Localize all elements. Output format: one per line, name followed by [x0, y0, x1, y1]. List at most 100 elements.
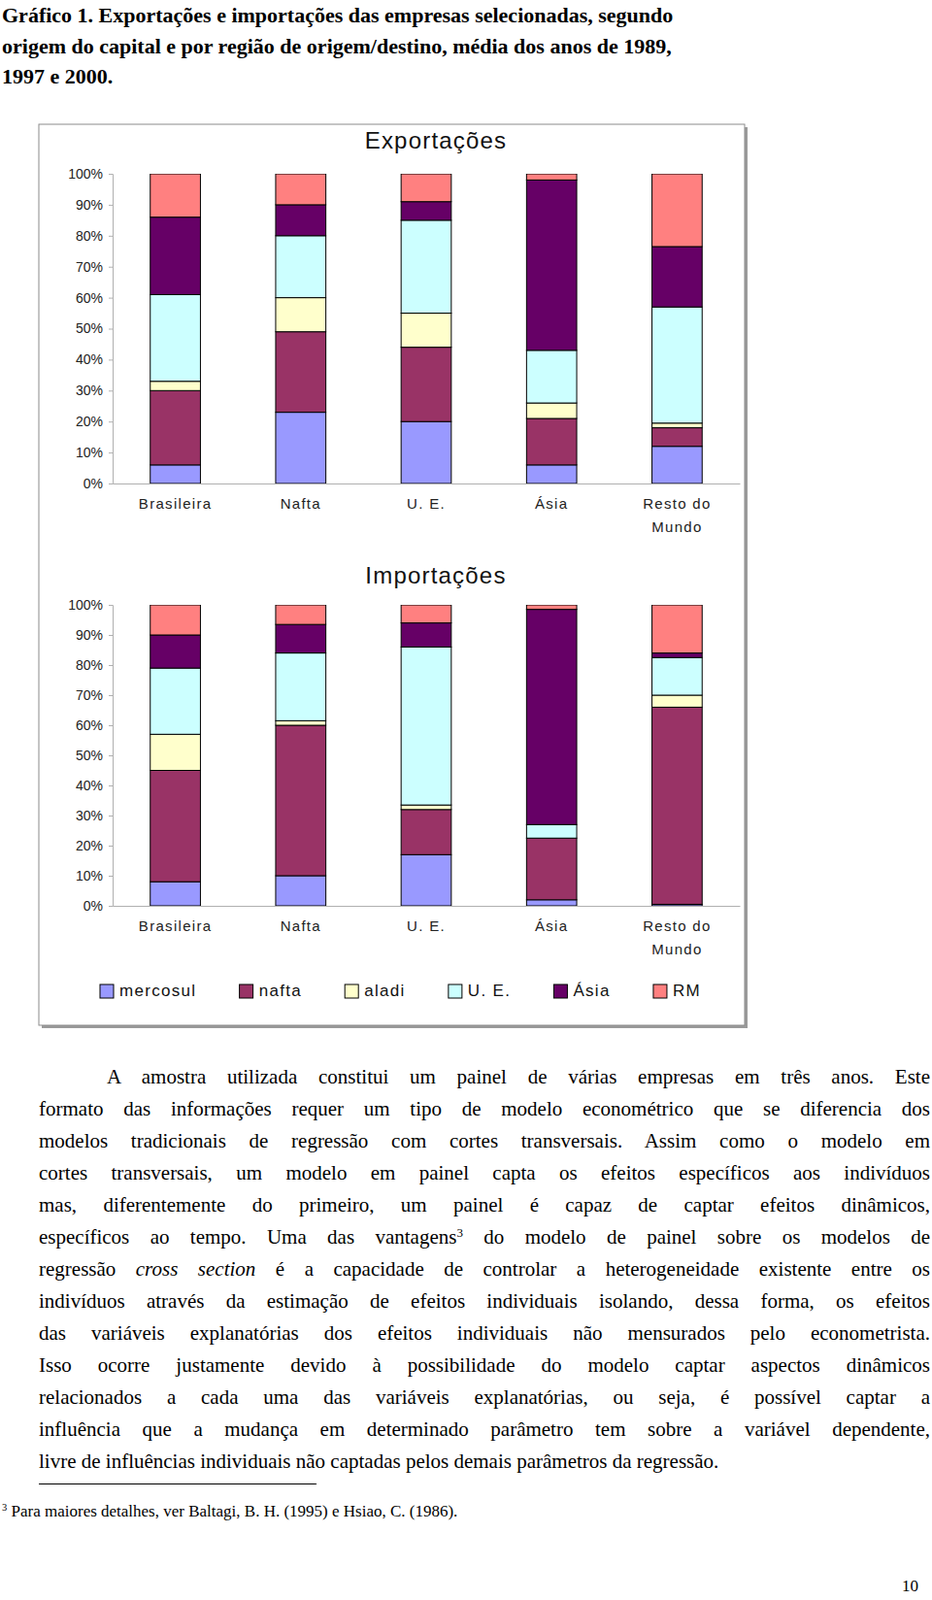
- y-tick-label: 0%: [83, 475, 103, 492]
- y-tick-label: 0%: [83, 898, 103, 914]
- text-run: relacionados a cada uma das variáveis ex…: [38, 1385, 931, 1409]
- paragraph-line: regressão cross section é a capacidade d…: [38, 1253, 931, 1286]
- footnote: 3 Para maiores detalhes, ver Baltagi, B.…: [1, 1501, 458, 1522]
- y-tick-label: 30%: [75, 807, 103, 824]
- bar-segment: [652, 173, 703, 247]
- bar-segment: [275, 298, 327, 333]
- y-tick-label: 50%: [75, 320, 103, 336]
- chart-figure: Exportações0%10%20%30%40%50%60%70%80%90%…: [0, 0, 932, 1039]
- legend-label: mercosul: [119, 981, 197, 1000]
- footnote-ref: 3: [456, 1225, 464, 1240]
- y-tick-label: 90%: [75, 627, 103, 643]
- text-run: indivíduos através da estimação de efeit…: [38, 1289, 931, 1313]
- text-run: é a capacidade de controlar a heterogene…: [255, 1257, 931, 1281]
- legend-swatch: [344, 984, 359, 999]
- y-tick-mark: [108, 390, 113, 392]
- y-tick-mark: [108, 452, 113, 454]
- text-run: cross section: [135, 1257, 257, 1281]
- caption-line: origem do capital e por região de origem…: [1, 31, 905, 63]
- x-tick: Nafta: [280, 905, 322, 934]
- legend-item: aladi: [344, 981, 405, 1000]
- y-tick-label: 40%: [75, 777, 103, 794]
- y-axis-line: [108, 605, 114, 907]
- bar-segment: [400, 604, 452, 624]
- bar-segment: [275, 235, 327, 299]
- bar-segment: [400, 421, 452, 484]
- x-tick-label: Nafta: [280, 917, 322, 934]
- bar-segment: [400, 201, 452, 221]
- text-run: influência que a mudança em determinado …: [38, 1417, 931, 1441]
- x-tick-label: Resto doMundo: [642, 917, 711, 959]
- bar-segment: [275, 624, 327, 653]
- space: [6, 1501, 11, 1521]
- paragraph-line: das variáveis explanatórias dos efeitos …: [38, 1317, 931, 1350]
- chart-title: Importações: [365, 562, 506, 589]
- y-tick-mark: [108, 695, 113, 697]
- y-axis: 0%10%20%30%40%50%60%70%80%90%100%: [67, 597, 113, 914]
- bar-segment: [526, 824, 577, 838]
- y-tick: 30%: [75, 807, 113, 824]
- legend-label: nafta: [259, 981, 302, 1000]
- bar-segment: [275, 604, 327, 625]
- bar-segment: [526, 173, 577, 180]
- y-tick-label: 100%: [67, 597, 103, 613]
- y-tick: 90%: [75, 627, 113, 643]
- bar-segment: [275, 653, 327, 722]
- x-tick: Nafta: [280, 483, 322, 512]
- plot: Exportações0%10%20%30%40%50%60%70%80%90%…: [67, 127, 740, 535]
- y-axis: 0%10%20%30%40%50%60%70%80%90%100%: [67, 166, 113, 492]
- legend-item: nafta: [239, 981, 302, 1000]
- y-axis-line: [108, 174, 114, 485]
- bar-segment: [652, 706, 703, 904]
- paragraph-line: livre de influências individuais não cap…: [38, 1445, 931, 1478]
- text-run: Isso ocorre justamente devido à possibil…: [38, 1353, 931, 1377]
- bar-segment: [275, 725, 327, 876]
- y-tick-label: 90%: [75, 197, 103, 213]
- y-tick: 80%: [75, 228, 113, 244]
- x-tick-label: Ásia: [534, 495, 568, 512]
- y-tick: 60%: [75, 717, 113, 733]
- bar-segment: [150, 465, 201, 484]
- bar-segment: [652, 306, 703, 424]
- bar-segment: [652, 604, 703, 654]
- y-tick-label: 100%: [67, 166, 103, 182]
- y-tick-mark: [108, 665, 113, 666]
- y-tick: 100%: [67, 166, 113, 182]
- x-axis-line: [113, 483, 741, 485]
- bar-segment: [652, 246, 703, 307]
- x-tick-label: U. E.: [406, 495, 446, 512]
- y-tick: 80%: [75, 657, 113, 673]
- bars: [150, 173, 702, 484]
- x-tick-label: Nafta: [280, 495, 322, 512]
- y-tick-label: 50%: [75, 747, 103, 764]
- bar-segment: [150, 634, 201, 668]
- legend-swatch: [99, 984, 114, 999]
- bar-segment: [400, 809, 452, 856]
- y-tick-label: 80%: [75, 657, 103, 673]
- y-tick-label: 40%: [75, 351, 103, 367]
- paragraph-line: específicos ao tempo. Uma das vantagens3…: [38, 1221, 931, 1254]
- y-tick-mark: [108, 725, 113, 727]
- bar-segment: [526, 179, 577, 350]
- y-tick: 20%: [75, 413, 113, 430]
- y-tick: 10%: [75, 444, 113, 461]
- y-tick-label: 60%: [75, 717, 103, 733]
- bar-segment: [652, 446, 703, 484]
- paragraph-line: cortes transversais, um modelo em painel…: [38, 1157, 931, 1190]
- y-tick-mark: [108, 204, 113, 206]
- y-tick-mark: [108, 298, 113, 300]
- y-tick-label: 60%: [75, 290, 103, 306]
- bar-segment: [526, 402, 577, 419]
- paragraph-line: indivíduos através da estimação de efeit…: [38, 1285, 931, 1318]
- legend-item: mercosul: [99, 981, 197, 1000]
- y-tick-label: 20%: [75, 837, 103, 854]
- legend-label: RM: [672, 981, 701, 1000]
- x-tick: Ásia: [534, 905, 568, 934]
- paragraph-line: relacionados a cada uma das variáveis ex…: [38, 1381, 931, 1414]
- text-run: do modelo de painel sobre os modelos de: [463, 1225, 931, 1249]
- bar-segment: [150, 381, 201, 392]
- y-tick-mark: [108, 266, 113, 268]
- bar-segment: [652, 695, 703, 707]
- x-tick-label: Brasileira: [138, 917, 213, 934]
- bar-segment: [150, 667, 201, 734]
